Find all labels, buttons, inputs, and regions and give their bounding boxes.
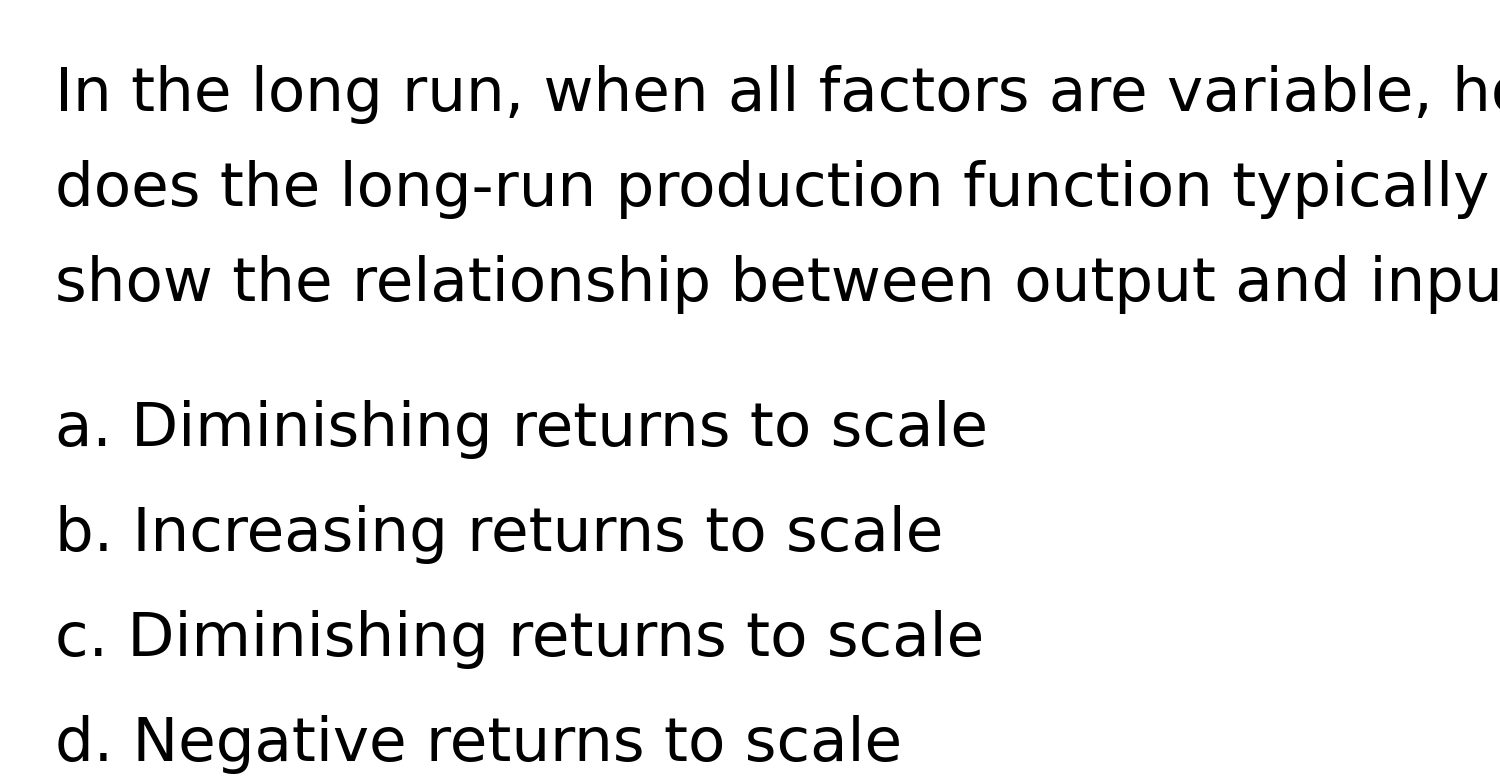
- Text: d. Negative returns to scale: d. Negative returns to scale: [56, 715, 901, 774]
- Text: show the relationship between output and inputs?: show the relationship between output and…: [56, 255, 1500, 314]
- Text: does the long-run production function typically: does the long-run production function ty…: [56, 160, 1490, 219]
- Text: c. Diminishing returns to scale: c. Diminishing returns to scale: [56, 610, 984, 669]
- Text: a. Diminishing returns to scale: a. Diminishing returns to scale: [56, 400, 988, 459]
- Text: b. Increasing returns to scale: b. Increasing returns to scale: [56, 505, 944, 564]
- Text: In the long run, when all factors are variable, how: In the long run, when all factors are va…: [56, 65, 1500, 124]
